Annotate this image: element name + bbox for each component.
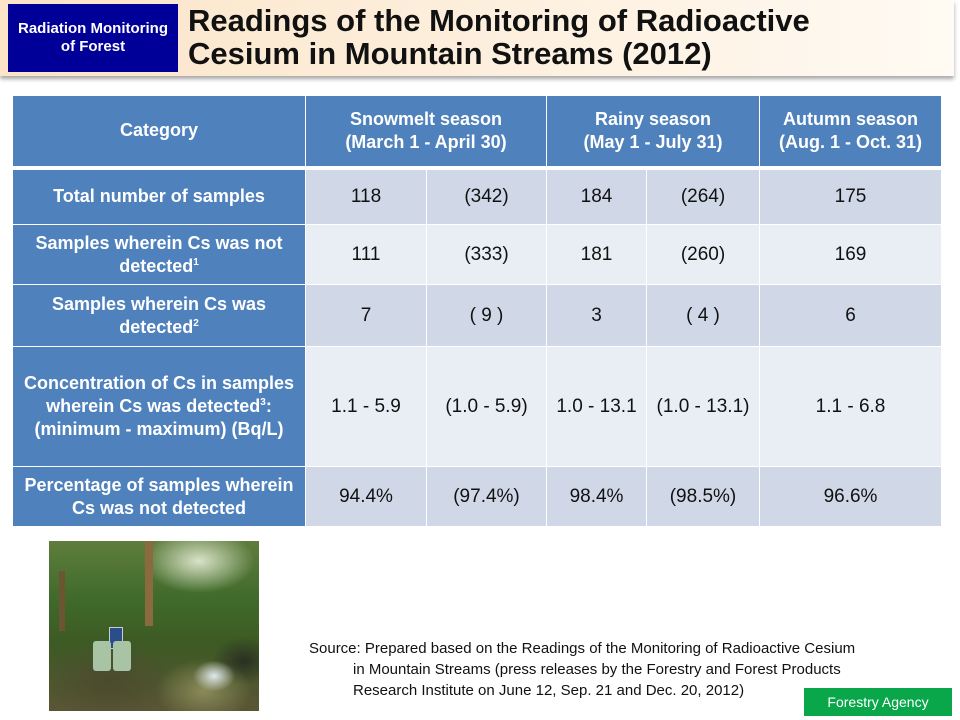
snowmelt-label: Snowmelt season xyxy=(349,108,503,129)
tree-trunk xyxy=(59,571,65,631)
cell: (264) xyxy=(646,167,760,225)
source-line-2: in Mountain Streams (press releases by t… xyxy=(353,661,841,678)
stream-monitoring-photo xyxy=(49,541,259,711)
sampling-drum xyxy=(113,641,131,671)
rainy-dates: (May 1 - July 31) xyxy=(583,131,723,152)
autumn-dates: (Aug. 1 - Oct. 31) xyxy=(778,131,922,152)
table-header-row: Category Snowmelt season (March 1 - Apri… xyxy=(12,95,942,170)
column-header-snowmelt: Snowmelt season (March 1 - April 30) xyxy=(305,95,547,170)
cell: (342) xyxy=(426,167,547,225)
cell: 184 xyxy=(546,167,647,225)
cell: (98.5%) xyxy=(646,466,760,527)
column-header-rainy: Rainy season (May 1 - July 31) xyxy=(546,95,760,170)
page-title-line-2: Cesium in Mountain Streams (2012) xyxy=(188,36,712,71)
footnote-marker: 3 xyxy=(260,397,266,408)
footnote-marker: 1 xyxy=(193,256,199,268)
row-label-suffix: : xyxy=(265,396,272,416)
cell: 181 xyxy=(546,224,647,285)
tree-trunk xyxy=(145,541,153,626)
row-label-percentage: Percentage of samples wherein Cs was not… xyxy=(12,466,306,527)
page-title: Readings of the Monitoring of Radioactiv… xyxy=(188,4,948,70)
source-line-3: Research Institute on June 12, Sep. 21 a… xyxy=(353,682,745,699)
cell: (1.0 - 5.9) xyxy=(426,346,547,467)
cell: (260) xyxy=(646,224,760,285)
cell: 118 xyxy=(305,167,427,225)
cell: 6 xyxy=(759,284,942,347)
row-label-not-detected: Samples wherein Cs was not detected1 xyxy=(12,224,306,285)
table-row: Samples wherein Cs was not detected1 111… xyxy=(12,224,942,285)
table-row: Samples wherein Cs was detected2 7 ( 9 )… xyxy=(12,284,942,347)
cesium-readings-table: Category Snowmelt season (March 1 - Apri… xyxy=(12,95,942,527)
row-label-text: Samples wherein Cs was detected xyxy=(51,293,267,337)
cell: 96.6% xyxy=(759,466,942,527)
snowmelt-dates: (March 1 - April 30) xyxy=(345,131,507,152)
title-banner: Radiation Monitoring of Forest Readings … xyxy=(0,0,954,76)
footnote-marker: 2 xyxy=(193,317,199,329)
page-title-line-1: Readings of the Monitoring of Radioactiv… xyxy=(188,3,810,38)
cell: 111 xyxy=(305,224,427,285)
sampling-drum xyxy=(93,641,111,671)
column-header-autumn: Autumn season (Aug. 1 - Oct. 31) xyxy=(759,95,942,170)
row-label-line: wherein Cs was detected3: xyxy=(15,395,303,418)
row-label-text: Samples wherein Cs was not detected xyxy=(35,232,283,276)
table-row: Concentration of Cs in samples wherein C… xyxy=(12,346,942,467)
source-line-1: Source: Prepared based on the Readings o… xyxy=(309,640,856,657)
forestry-agency-label: Forestry Agency xyxy=(804,688,952,716)
autumn-label: Autumn season xyxy=(782,108,919,129)
rainy-label: Rainy season xyxy=(594,108,712,129)
row-label-total-samples: Total number of samples xyxy=(12,167,306,225)
cell: ( 4 ) xyxy=(646,284,760,347)
cell: 1.1 - 6.8 xyxy=(759,346,942,467)
cell: (333) xyxy=(426,224,547,285)
cell: 94.4% xyxy=(305,466,427,527)
cell: (1.0 - 13.1) xyxy=(646,346,760,467)
section-badge: Radiation Monitoring of Forest xyxy=(8,4,178,72)
cell: 3 xyxy=(546,284,647,347)
cell: 175 xyxy=(759,167,942,225)
row-label-text: wherein Cs was detected xyxy=(46,396,261,416)
cell: 98.4% xyxy=(546,466,647,527)
row-label-line: Concentration of Cs in samples xyxy=(23,373,295,393)
cell: 7 xyxy=(305,284,427,347)
column-header-category: Category xyxy=(12,95,306,170)
cell: 1.0 - 13.1 xyxy=(546,346,647,467)
cell: 169 xyxy=(759,224,942,285)
table-row: Total number of samples 118 (342) 184 (2… xyxy=(12,167,942,225)
table-row: Percentage of samples wherein Cs was not… xyxy=(12,466,942,527)
row-label-line: (minimum - maximum) (Bq/L) xyxy=(34,419,284,439)
cell: 1.1 - 5.9 xyxy=(305,346,427,467)
cell: ( 9 ) xyxy=(426,284,547,347)
cell: (97.4%) xyxy=(426,466,547,527)
row-label-concentration: Concentration of Cs in samples wherein C… xyxy=(12,346,306,467)
row-label-detected: Samples wherein Cs was detected2 xyxy=(12,284,306,347)
source-note: Source: Prepared based on the Readings o… xyxy=(309,638,949,701)
